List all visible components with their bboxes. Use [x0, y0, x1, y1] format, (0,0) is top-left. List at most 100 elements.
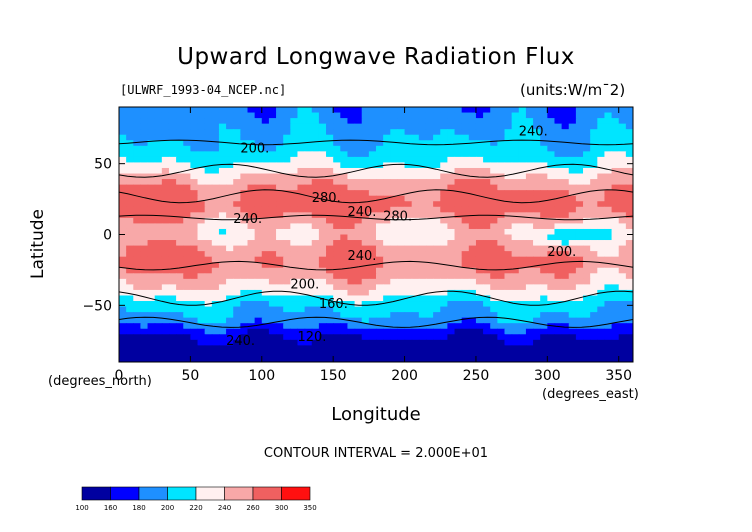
heatmap-cell — [133, 162, 142, 169]
heatmap-cell — [525, 179, 534, 186]
heatmap-cell — [554, 317, 563, 324]
heatmap-cell — [511, 284, 520, 291]
heatmap-cell — [304, 334, 313, 341]
heatmap-cell — [340, 162, 349, 169]
heatmap-cell — [226, 339, 234, 346]
heatmap-cell — [126, 251, 134, 258]
heatmap-cell — [204, 134, 213, 141]
heatmap-cell — [254, 356, 263, 362]
heatmap-cell — [604, 284, 613, 291]
heatmap-cell — [583, 240, 591, 247]
heatmap-cell — [490, 356, 498, 362]
heatmap-cell — [240, 256, 249, 263]
heatmap-cell — [475, 123, 484, 130]
heatmap-cell — [297, 145, 306, 152]
heatmap-cell — [618, 217, 627, 225]
heatmap-cell — [304, 284, 313, 291]
heatmap-cell — [383, 145, 391, 152]
heatmap-cell — [318, 273, 327, 280]
heatmap-cell — [454, 334, 463, 341]
heatmap-cell — [204, 151, 213, 158]
heatmap-cell — [425, 156, 434, 164]
heatmap-cell — [447, 234, 456, 241]
heatmap-cell — [404, 295, 413, 302]
heatmap-cell — [176, 201, 184, 208]
heatmap-cell — [361, 156, 370, 164]
heatmap-cell — [418, 295, 427, 302]
heatmap-cell — [290, 129, 299, 136]
heatmap-cell — [418, 112, 427, 119]
heatmap-cell — [425, 317, 434, 324]
heatmap-cell — [540, 212, 548, 219]
heatmap-cell — [126, 317, 134, 324]
heatmap-cell — [625, 317, 633, 324]
heatmap-cell — [183, 217, 191, 225]
heatmap-cell — [468, 223, 477, 230]
heatmap-cell — [604, 273, 613, 280]
heatmap-cell — [154, 323, 163, 330]
heatmap-cell — [583, 201, 591, 208]
heatmap-cell — [161, 129, 170, 136]
heatmap-cell — [368, 112, 377, 119]
heatmap-cell — [404, 167, 413, 175]
heatmap-cell — [611, 184, 620, 191]
heatmap-cell — [468, 228, 477, 236]
heatmap-cell — [218, 251, 227, 258]
heatmap-cell — [611, 317, 620, 324]
heatmap-cell — [490, 245, 498, 252]
heatmap-cell — [561, 301, 570, 308]
heatmap-cell — [604, 240, 613, 247]
heatmap-cell — [525, 334, 534, 341]
heatmap-cell — [240, 206, 249, 213]
heatmap-cell — [297, 278, 306, 285]
heatmap-cell — [575, 129, 584, 136]
heatmap-cell — [383, 195, 391, 202]
heatmap-cell — [268, 317, 277, 324]
heatmap-cell — [454, 262, 463, 269]
contour-line — [119, 189, 633, 204]
heatmap-cell — [161, 295, 170, 302]
heatmap-cell — [583, 245, 591, 252]
heatmap-cell — [468, 240, 477, 247]
heatmap-cell — [126, 118, 134, 125]
heatmap-cell — [326, 228, 334, 236]
heatmap-cell — [140, 278, 149, 285]
heatmap-cell — [454, 339, 463, 346]
heatmap-cell — [568, 134, 577, 141]
heatmap-cell — [154, 112, 163, 119]
heatmap-cell — [625, 162, 633, 169]
heatmap-cell — [297, 123, 306, 130]
contour-label: 280. — [383, 209, 412, 224]
heatmap-cell — [119, 334, 127, 341]
heatmap-cell — [268, 107, 277, 114]
heatmap-cell — [547, 267, 556, 274]
heatmap-cell — [376, 312, 384, 319]
heatmap-cell — [183, 195, 191, 202]
heatmap-cell — [261, 278, 270, 285]
heatmap-cell — [404, 118, 413, 125]
heatmap-cell — [211, 201, 220, 208]
heatmap-cell — [176, 334, 184, 341]
heatmap-cell — [254, 179, 263, 186]
heatmap-cell — [497, 240, 506, 247]
heatmap-cell — [183, 134, 191, 141]
heatmap-cell — [525, 251, 534, 258]
heatmap-cell — [276, 162, 284, 169]
heatmap-cell — [483, 262, 491, 269]
heatmap-cell — [404, 312, 413, 319]
heatmap-cell — [290, 167, 299, 175]
heatmap-cell — [604, 123, 613, 130]
heatmap-cell — [490, 112, 498, 119]
heatmap-cell — [376, 167, 384, 175]
heatmap-cell — [154, 134, 163, 141]
heatmap-cell — [425, 195, 434, 202]
heatmap-cell — [411, 123, 420, 130]
heatmap-cell — [518, 339, 527, 346]
heatmap-cell — [433, 140, 441, 147]
heatmap-cell — [504, 112, 513, 119]
heatmap-cell — [547, 262, 556, 269]
heatmap-cell — [376, 251, 384, 258]
heatmap-cell — [568, 201, 577, 208]
heatmap-cell — [618, 334, 627, 341]
heatmap-cell — [204, 162, 213, 169]
